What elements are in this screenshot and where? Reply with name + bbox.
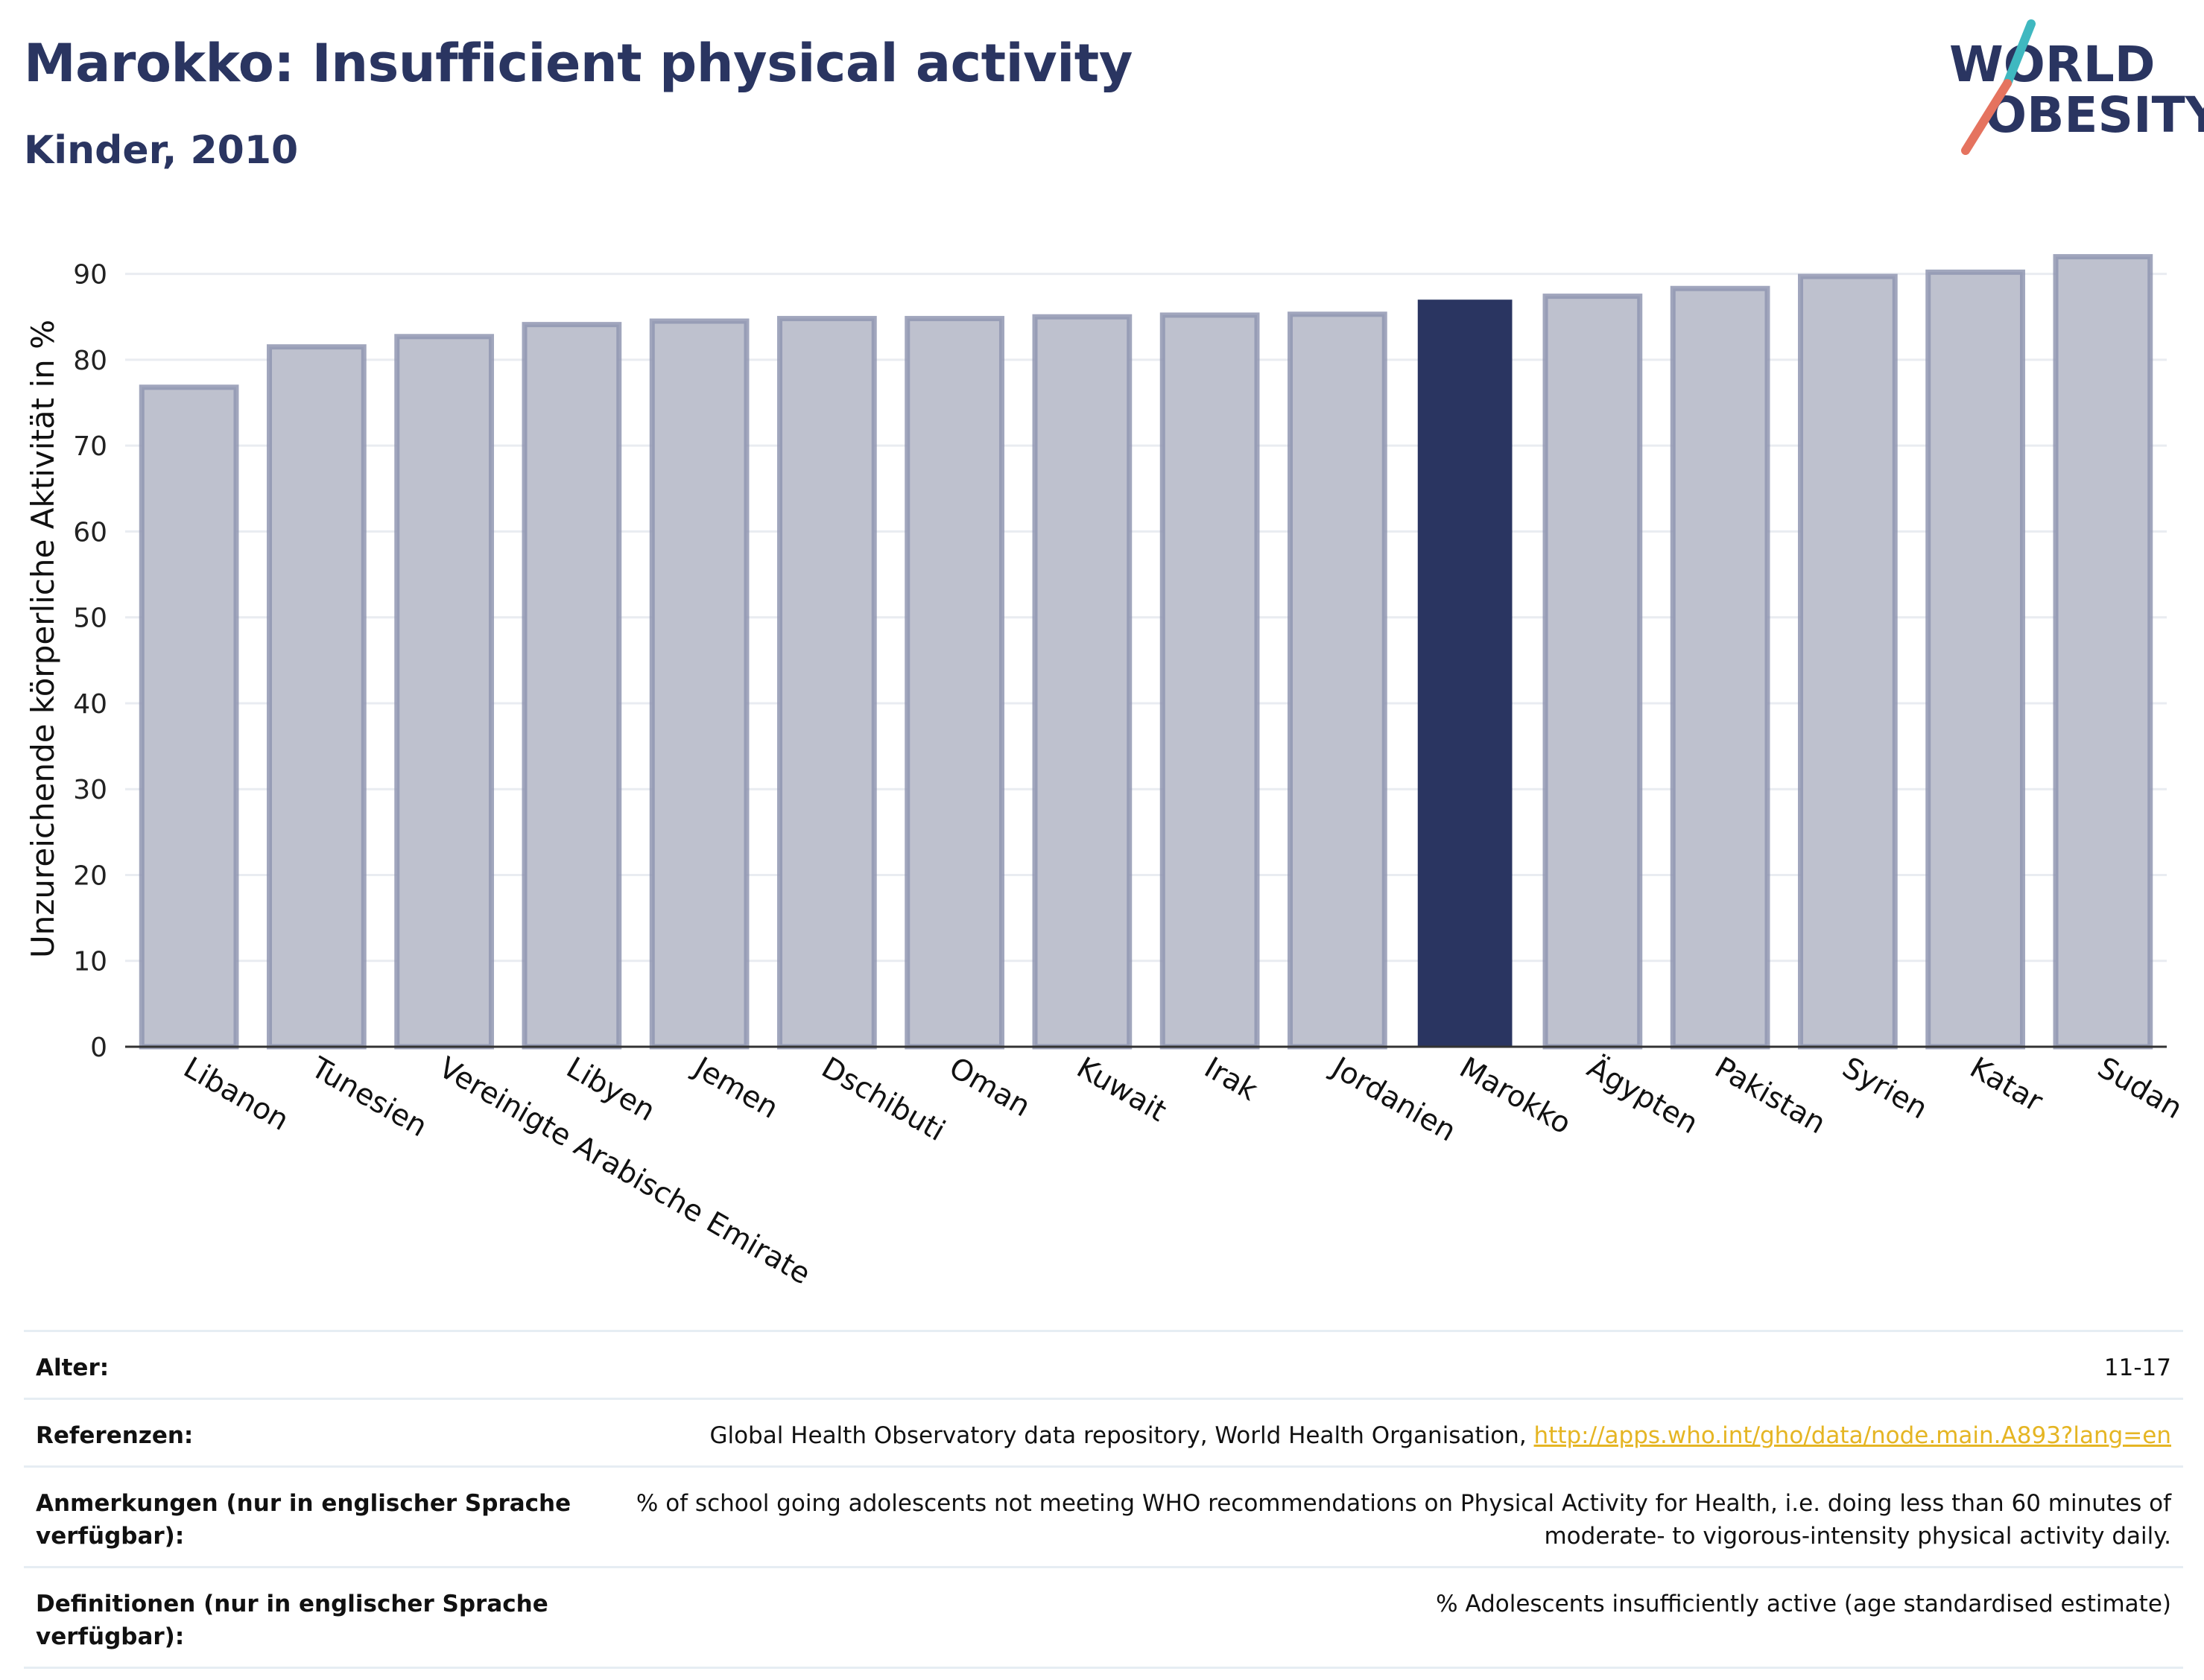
bar — [267, 344, 367, 1050]
y-tick-label: 40 — [73, 689, 107, 720]
bar — [1159, 312, 1260, 1050]
bar — [777, 316, 877, 1050]
bar — [905, 316, 1004, 1050]
bar — [1417, 299, 1513, 1047]
y-tick-label: 10 — [73, 947, 107, 977]
bar — [522, 322, 622, 1050]
bar — [394, 334, 494, 1050]
chart-subtitle: Kinder, 2010 — [24, 128, 299, 173]
x-tick-label: Tunesien — [305, 1050, 433, 1144]
x-tick-label: Syrien — [1837, 1051, 1933, 1126]
x-tick-label: Sudan — [2091, 1051, 2188, 1126]
meta-row-references: Referenzen: Global Health Observatory da… — [24, 1400, 2183, 1468]
meta-value: % Adolescents insufficiently active (age… — [1436, 1591, 2171, 1617]
x-tick-label: Katar — [1964, 1051, 2048, 1119]
logo-slash-icon — [1961, 19, 2036, 155]
bar — [1925, 269, 2025, 1050]
y-tick-label: 90 — [73, 260, 107, 291]
meta-row-age: Alter: 11-17 — [24, 1332, 2183, 1400]
x-tick-label: Kuwait — [1071, 1051, 1171, 1129]
x-tick-label: Jordanien — [1324, 1050, 1461, 1148]
meta-label: Definitionen (nur in englischer Sprache … — [36, 1591, 548, 1650]
reference-text: Global Health Observatory data repositor… — [709, 1422, 1534, 1449]
meta-label: Referenzen: — [36, 1422, 194, 1449]
bar — [1542, 294, 1643, 1050]
metadata-table: Alter: 11-17 Referenzen: Global Health O… — [24, 1330, 2183, 1669]
bar — [1288, 311, 1387, 1050]
world-obesity-logo: WORLD OBESITY — [1937, 15, 2204, 164]
meta-value: % of school going adolescents not meetin… — [636, 1490, 2171, 1550]
bar — [139, 384, 239, 1050]
y-tick-label: 60 — [73, 517, 107, 548]
y-tick-label: 80 — [73, 346, 107, 376]
bar — [649, 318, 750, 1050]
x-tick-label: Irak — [1199, 1051, 1264, 1108]
meta-label: Anmerkungen (nur in englischer Sprache v… — [36, 1490, 571, 1550]
x-tick-label: Pakistan — [1709, 1051, 1831, 1141]
bar — [1032, 314, 1133, 1050]
bar — [1670, 285, 1770, 1050]
x-tick-label: Libyen — [560, 1051, 660, 1129]
bar — [1798, 273, 1898, 1050]
x-tick-label: Oman — [943, 1051, 1036, 1124]
x-tick-label: Libanon — [178, 1051, 294, 1138]
x-tick-label: Jemen — [686, 1050, 784, 1126]
y-tick-label: 0 — [90, 1033, 107, 1063]
meta-row-notes: Anmerkungen (nur in englischer Sprache v… — [24, 1468, 2183, 1568]
y-tick-label: 70 — [73, 431, 107, 462]
chart-title: Marokko: Insufficient physical activity — [24, 33, 1133, 94]
meta-value: Global Health Observatory data repositor… — [587, 1419, 2171, 1452]
meta-label: Alter: — [36, 1354, 110, 1381]
logo-line2: OBESITY — [1985, 86, 2204, 144]
bar — [2053, 254, 2153, 1050]
x-tick-label: Ägypten — [1581, 1050, 1703, 1141]
y-axis-label: Unzureichende körperliche Aktivität in % — [25, 320, 61, 958]
y-tick-label: 20 — [73, 860, 107, 891]
x-tick-label: Marokko — [1454, 1051, 1577, 1141]
meta-row-definitions: Definitionen (nur in englischer Sprache … — [24, 1568, 2183, 1669]
x-tick-label: Dschibuti — [816, 1051, 951, 1148]
y-tick-label: 30 — [73, 775, 107, 805]
meta-value: 11-17 — [2103, 1354, 2171, 1381]
y-tick-label: 50 — [73, 603, 107, 634]
reference-link[interactable]: http://apps.who.int/gho/data/node.main.A… — [1533, 1422, 2171, 1449]
logo-line1: WORLD — [1949, 36, 2156, 93]
